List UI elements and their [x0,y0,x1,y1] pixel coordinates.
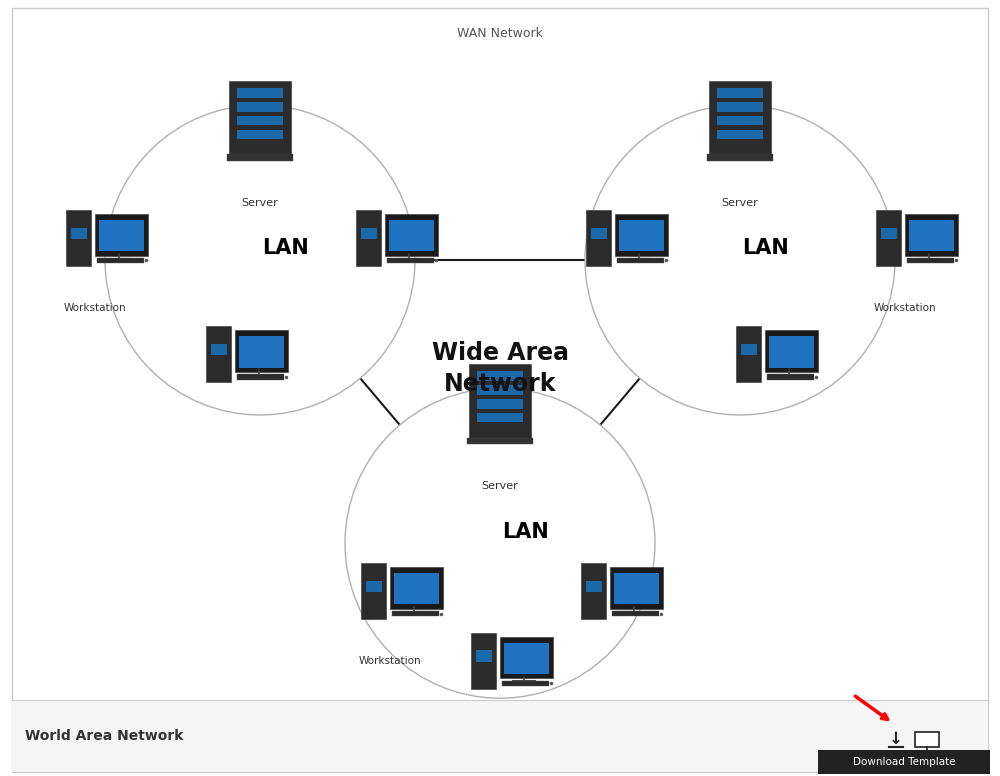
FancyBboxPatch shape [477,399,523,409]
FancyBboxPatch shape [389,220,434,251]
FancyBboxPatch shape [206,326,231,383]
FancyBboxPatch shape [467,438,533,445]
FancyBboxPatch shape [95,214,148,255]
FancyBboxPatch shape [66,210,91,266]
FancyBboxPatch shape [765,331,818,372]
Text: Server: Server [722,198,758,208]
Ellipse shape [345,388,655,698]
FancyBboxPatch shape [610,567,663,608]
FancyBboxPatch shape [619,220,664,251]
FancyBboxPatch shape [361,563,386,619]
FancyBboxPatch shape [469,364,531,441]
FancyBboxPatch shape [736,326,761,383]
Text: Workstation: Workstation [64,303,126,313]
FancyBboxPatch shape [502,681,549,686]
Text: LAN: LAN [262,238,308,258]
FancyBboxPatch shape [97,258,144,263]
FancyBboxPatch shape [586,210,611,266]
FancyBboxPatch shape [361,227,377,239]
FancyBboxPatch shape [390,567,443,608]
FancyBboxPatch shape [767,374,814,379]
FancyBboxPatch shape [387,258,434,263]
FancyBboxPatch shape [229,81,291,157]
FancyBboxPatch shape [239,336,284,368]
FancyBboxPatch shape [12,8,988,772]
FancyBboxPatch shape [477,413,523,422]
FancyBboxPatch shape [709,81,771,157]
FancyBboxPatch shape [71,227,87,239]
FancyBboxPatch shape [881,227,897,239]
Ellipse shape [105,105,415,415]
FancyBboxPatch shape [615,214,668,255]
FancyBboxPatch shape [717,88,763,98]
FancyBboxPatch shape [504,643,549,674]
FancyBboxPatch shape [237,116,283,126]
Text: LAN: LAN [742,238,788,258]
FancyBboxPatch shape [614,573,659,605]
Text: Download Template: Download Template [853,757,955,767]
FancyBboxPatch shape [477,385,523,395]
FancyBboxPatch shape [237,130,283,139]
FancyBboxPatch shape [227,154,293,161]
FancyBboxPatch shape [717,130,763,139]
FancyBboxPatch shape [581,563,606,619]
FancyBboxPatch shape [717,102,763,112]
FancyBboxPatch shape [818,750,990,774]
FancyBboxPatch shape [476,650,492,662]
FancyBboxPatch shape [591,227,607,239]
FancyBboxPatch shape [741,344,757,355]
Text: World Area Network: World Area Network [25,729,183,743]
FancyBboxPatch shape [907,258,954,263]
FancyBboxPatch shape [211,344,227,355]
Text: Server: Server [482,481,518,491]
FancyBboxPatch shape [356,210,381,266]
FancyBboxPatch shape [617,258,664,263]
Text: Server: Server [242,198,278,208]
FancyBboxPatch shape [237,374,284,379]
FancyBboxPatch shape [235,331,288,372]
FancyBboxPatch shape [612,611,659,616]
FancyBboxPatch shape [99,220,144,251]
FancyBboxPatch shape [385,214,438,255]
Text: Workstation: Workstation [359,656,421,666]
FancyBboxPatch shape [392,611,439,616]
FancyBboxPatch shape [366,580,382,592]
FancyBboxPatch shape [905,214,958,255]
FancyBboxPatch shape [915,732,939,747]
FancyBboxPatch shape [769,336,814,368]
FancyBboxPatch shape [237,88,283,98]
FancyBboxPatch shape [12,700,988,772]
Ellipse shape [585,105,895,415]
Text: Workstation: Workstation [874,303,936,313]
FancyBboxPatch shape [586,580,602,592]
FancyBboxPatch shape [707,154,773,161]
FancyBboxPatch shape [237,102,283,112]
Text: ↓: ↓ [889,729,903,748]
FancyBboxPatch shape [500,637,553,678]
Text: WAN Network: WAN Network [457,27,543,40]
Text: Wide Area
Network: Wide Area Network [432,341,568,397]
FancyBboxPatch shape [471,632,496,689]
FancyBboxPatch shape [477,371,523,381]
FancyBboxPatch shape [876,210,901,266]
FancyBboxPatch shape [394,573,439,605]
FancyBboxPatch shape [909,220,954,251]
Text: LAN: LAN [502,521,548,542]
FancyBboxPatch shape [717,116,763,126]
